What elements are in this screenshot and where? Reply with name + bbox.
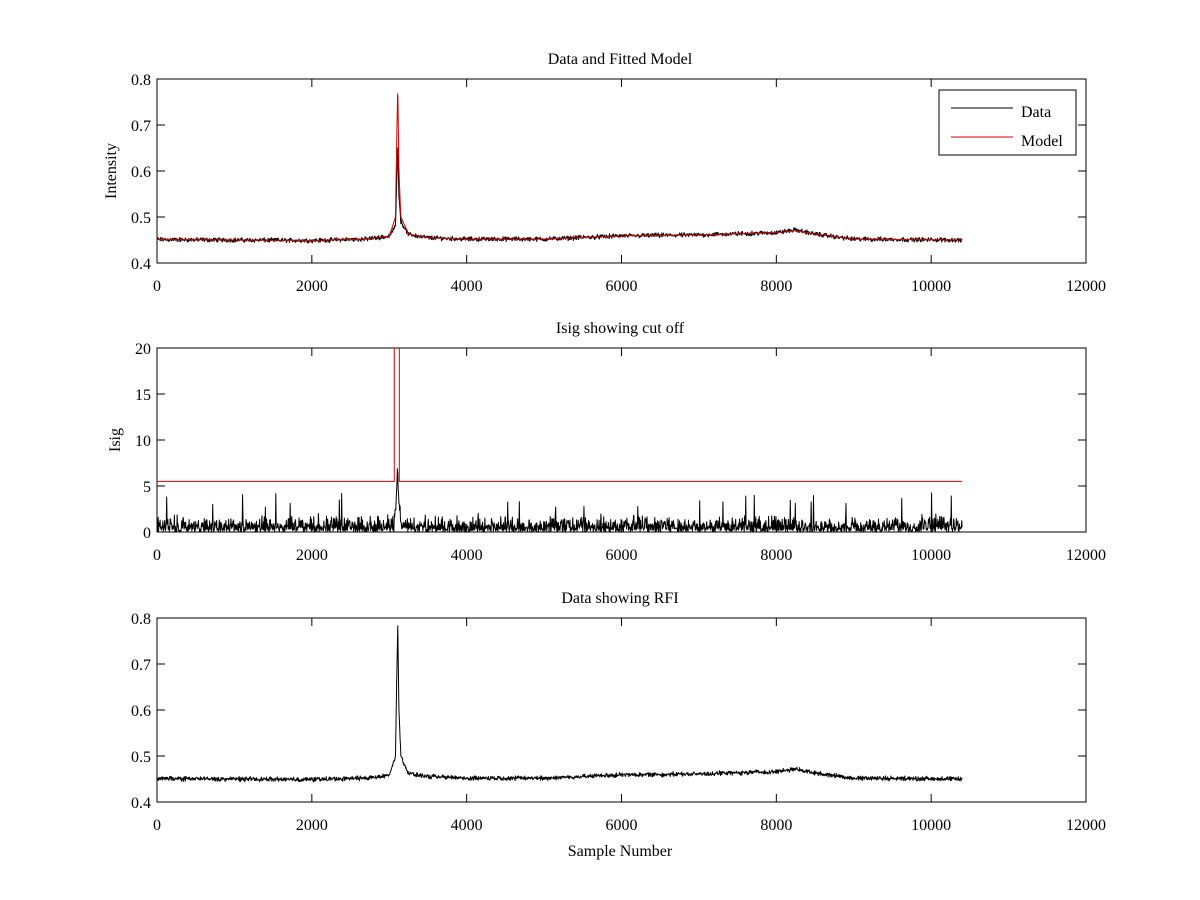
x-tick-label: 8000	[760, 278, 792, 295]
x-tick-label: 2000	[296, 278, 328, 295]
subplot-isig-cutoff: 0 2000 4000 6000 8000 10000 12000 0 5 10 15 20 Isig…	[107, 320, 1106, 564]
legend: Data Model	[938, 89, 1077, 156]
legend-label-data: Data	[1021, 104, 1051, 121]
y-axis-label: Intensity	[103, 143, 120, 199]
x-tick-label: 4000	[451, 817, 483, 834]
legend-box	[938, 89, 1077, 156]
y-tick-label: 0.5	[131, 210, 151, 227]
x-tick-label: 0	[153, 817, 161, 834]
y-tick-label: 20	[135, 341, 151, 358]
y-axis-label: Isig	[107, 428, 124, 452]
subplot-data-rfi: 0 2000 4000 6000 8000 10000 12000 0.4 0.5 0.6 0.7 0…	[131, 590, 1106, 860]
y-tick-label: 0.8	[131, 611, 151, 628]
y-tick-label: 0.7	[131, 657, 151, 674]
x-tick-label: 0	[153, 278, 161, 295]
x-axis-label: Sample Number	[568, 843, 673, 860]
y-tick-label: 15	[135, 387, 151, 404]
x-tick-label: 4000	[451, 278, 483, 295]
tick-layer: 0 2000 4000 6000 8000 10000 12000 0 5 10 15 20	[135, 341, 1106, 564]
y-tick-label: 0	[143, 525, 151, 542]
plot-area-frame	[156, 347, 1087, 533]
x-tick-label: 0	[153, 547, 161, 564]
legend-label-model: Model	[1021, 133, 1063, 150]
x-tick-label: 8000	[760, 547, 792, 564]
x-tick-label: 6000	[606, 817, 638, 834]
series-layer	[156, 93, 963, 244]
series-line-s0	[156, 625, 963, 783]
plot-area-frame	[156, 78, 1087, 264]
y-tick-label: 0.5	[131, 749, 151, 766]
series-line-s0	[156, 468, 963, 533]
y-tick-label: 0.6	[131, 164, 151, 181]
x-tick-label: 10000	[911, 547, 951, 564]
tick-layer: 0 2000 4000 6000 8000 10000 12000 0.4 0.5 0.6 0.7 0…	[131, 72, 1106, 295]
y-tick-label: 0.6	[131, 703, 151, 720]
y-tick-label: 0.8	[131, 72, 151, 89]
series-line-data	[156, 147, 963, 244]
series-line-s1	[157, 348, 963, 482]
subplot-data-and-model: 0 2000 4000 6000 8000 10000 12000 0.4 0.5 0.6 0.7 0…	[103, 51, 1106, 295]
y-tick-label: 5	[143, 479, 151, 496]
x-tick-label: 8000	[760, 817, 792, 834]
x-tick-label: 10000	[911, 278, 951, 295]
series-line-model	[156, 93, 963, 241]
chart-title: Data and Fitted Model	[548, 51, 693, 68]
x-tick-label: 6000	[606, 547, 638, 564]
y-tick-label: 0.4	[131, 795, 151, 812]
x-tick-label: 2000	[296, 817, 328, 834]
y-tick-label: 0.4	[131, 256, 151, 273]
chart-title: Data showing RFI	[561, 590, 678, 607]
x-tick-label: 2000	[296, 547, 328, 564]
x-tick-label: 6000	[606, 278, 638, 295]
y-tick-label: 10	[135, 433, 151, 450]
x-tick-label: 10000	[911, 817, 951, 834]
x-tick-label: 12000	[1066, 547, 1106, 564]
series-layer	[156, 348, 963, 533]
plot-area-frame	[156, 617, 1087, 803]
chart-title: Isig showing cut off	[556, 320, 685, 337]
x-tick-label: 4000	[451, 547, 483, 564]
series-layer	[156, 625, 963, 783]
x-tick-label: 12000	[1066, 278, 1106, 295]
x-tick-label: 12000	[1066, 817, 1106, 834]
y-tick-label: 0.7	[131, 118, 151, 135]
tick-layer: 0 2000 4000 6000 8000 10000 12000 0.4 0.5 0.6 0.7 0…	[131, 611, 1106, 834]
